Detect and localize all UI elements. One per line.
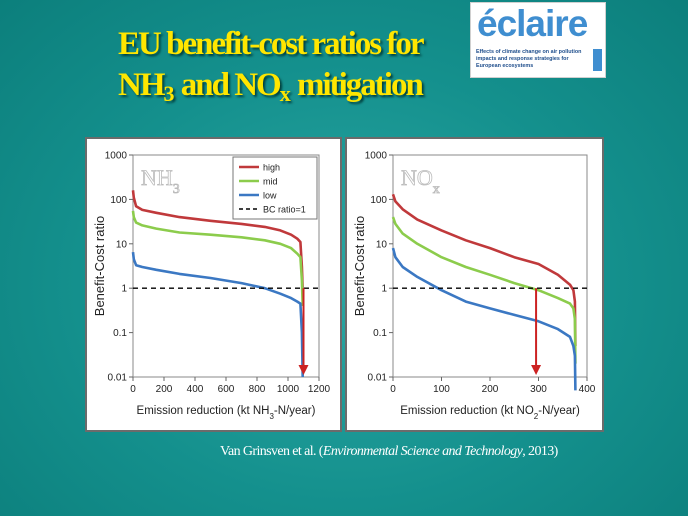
panel-label-sub: 3	[173, 182, 180, 197]
logo-wordmark: éclaire	[477, 3, 588, 44]
x-tick-label: 300	[530, 384, 547, 395]
title-rest: mitigation	[290, 67, 424, 103]
panel-label-sub: x	[433, 182, 440, 197]
series-line-low	[391, 247, 577, 391]
panel-label-main: NO	[401, 165, 433, 190]
panel-label: NOx	[401, 165, 440, 197]
legend-label: BC ratio=1	[263, 205, 306, 215]
y-tick-label: 1	[121, 284, 127, 295]
title-nh-sub: 3	[163, 81, 175, 106]
series-line-low	[131, 251, 304, 378]
panel-label-main: NH	[141, 165, 173, 190]
x-tick-label: 100	[433, 384, 450, 395]
series-line-high	[391, 193, 577, 347]
citation-prefix: Van Grinsven et al. (	[220, 444, 323, 459]
slide-title: EU benefit-cost ratios for NH3 and NOx m…	[118, 24, 448, 106]
logo-mark-icon	[593, 49, 602, 71]
logo-tagline: Effects of climate change on air polluti…	[476, 49, 582, 69]
y-tick-label: 0.1	[373, 328, 387, 339]
x-axis-label-part: Emission reduction (kt NH	[137, 405, 270, 417]
chart-nox: 0.01 0.1 1 10 100 1000 0 100 200 300 400 Benefit-Co…	[352, 151, 596, 421]
legend-label: mid	[263, 177, 278, 187]
x-tick-label: 400	[579, 384, 596, 395]
arrow-head	[298, 365, 309, 375]
x-axis-label-part: -N/year)	[538, 405, 580, 417]
x-tick-label: 800	[249, 384, 266, 395]
x-tick-label: 200	[156, 384, 173, 395]
x-axis-label-sub: 3	[269, 412, 274, 421]
series-line-mid	[131, 210, 304, 306]
y-tick-label: 10	[376, 239, 388, 250]
y-tick-label: 0.01	[368, 373, 388, 384]
title-nh: NH	[118, 67, 165, 103]
series-line-high	[131, 190, 304, 291]
x-axis-label-sub: 2	[534, 412, 539, 421]
title-line-2: NH3 and NOx mitigation	[118, 65, 448, 106]
y-tick-label: 10	[116, 239, 128, 250]
chart-panel-nh3: 0.01 0.1 1 10 100 1000 0 200 400 600 800 1000 1200 Be…	[85, 137, 342, 432]
x-tick-label: 400	[187, 384, 204, 395]
x-tick-label: 0	[390, 384, 396, 395]
x-tick-label: 1200	[308, 384, 331, 395]
x-axis-label: Emission reduction (kt NH3-N/year)	[137, 405, 316, 421]
y-tick-label: 100	[370, 195, 387, 206]
panel-label: NH3	[141, 165, 180, 197]
y-tick-label: 0.01	[108, 373, 128, 384]
x-tick-label: 1000	[277, 384, 300, 395]
x-tick-label: 600	[218, 384, 235, 395]
x-axis-label-part: Emission reduction (kt NO	[400, 405, 534, 417]
legend-label: high	[263, 163, 280, 173]
citation-journal: Environmental Science and Technology	[322, 444, 523, 459]
x-axis-label-part: -N/year)	[274, 405, 316, 417]
citation: Van Grinsven et al. (Environmental Scien…	[220, 444, 558, 460]
title-and: and NO	[174, 67, 282, 103]
title-no-sub: x	[279, 81, 291, 106]
y-axis-label: Benefit-Cost ratio	[352, 216, 367, 316]
y-tick-label: 1000	[365, 151, 388, 162]
y-tick-label: 100	[110, 195, 127, 206]
chart-panel-nox: 0.01 0.1 1 10 100 1000 0 100 200 300 400 Benefit-Co…	[345, 137, 604, 432]
x-axis-label: Emission reduction (kt NO2-N/year)	[400, 405, 580, 421]
y-tick-label: 1	[381, 284, 387, 295]
series-line-mid	[391, 216, 577, 364]
y-tick-label: 1000	[105, 151, 128, 162]
citation-suffix: , 2013)	[522, 444, 558, 459]
y-axis-label: Benefit-Cost ratio	[92, 216, 107, 316]
x-tick-label: 200	[482, 384, 499, 395]
title-line-1: EU benefit-cost ratios for	[118, 26, 425, 62]
legend-label: low	[263, 191, 277, 201]
arrow-head	[531, 365, 542, 375]
x-tick-label: 0	[130, 384, 136, 395]
chart-nh3: 0.01 0.1 1 10 100 1000 0 200 400 600 800 1000 1200 Be…	[92, 151, 331, 421]
y-tick-label: 0.1	[113, 328, 127, 339]
plot-area	[392, 154, 588, 378]
eclaire-logo: éclaire Effects of climate change on air…	[470, 2, 606, 78]
